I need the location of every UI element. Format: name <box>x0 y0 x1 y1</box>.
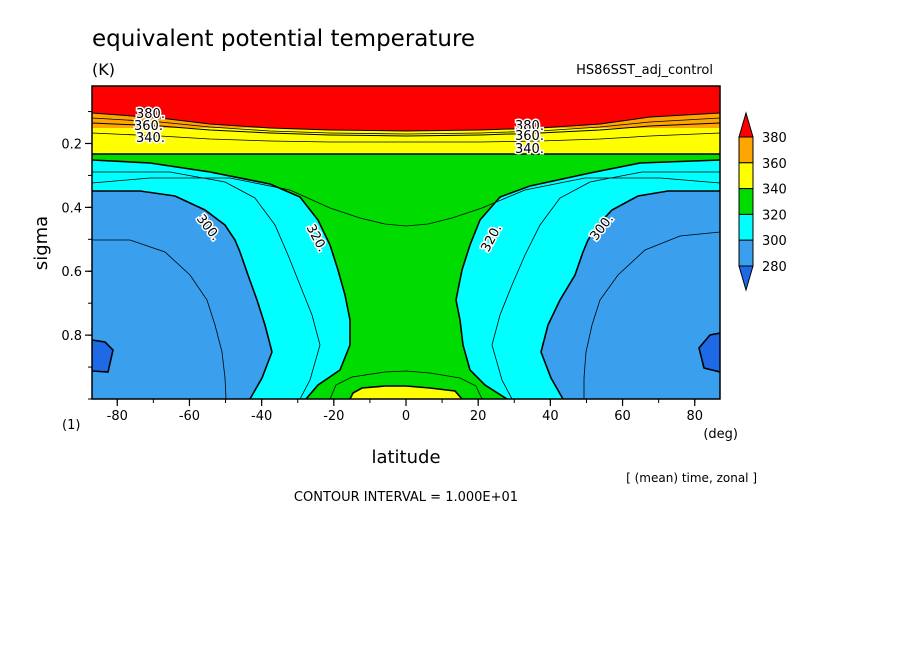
contour-line-360 <box>92 122 720 137</box>
colorbar-extend-top <box>738 111 754 138</box>
averaging-note: [ (mean) time, zonal ] <box>626 471 757 485</box>
contour-line-310 <box>92 171 321 399</box>
band-280-300-left <box>92 191 272 399</box>
contour-line-300 <box>92 190 273 399</box>
contour-line-330 <box>92 177 720 227</box>
contour-label: 340. <box>136 131 165 146</box>
chart-title: equivalent potential temperature <box>92 26 475 52</box>
colorbar-band <box>738 213 754 241</box>
x-tick-label: -40 <box>251 409 272 424</box>
contour-label: 360. <box>134 119 163 134</box>
contour-label: 380. <box>136 107 165 122</box>
y-tick-label: 0.2 <box>61 137 82 152</box>
contour-line-320-right <box>455 159 720 399</box>
band-below-280-left <box>92 340 113 372</box>
contour-line-290 <box>92 239 227 399</box>
colorbar-label: 320 <box>762 208 787 223</box>
plot-area <box>92 86 720 399</box>
x-tick-label: 20 <box>470 409 487 424</box>
contour-line-310-right <box>491 171 720 399</box>
x-unit-label: (deg) <box>703 427 738 442</box>
colorbar-label: 340 <box>762 183 787 198</box>
colorbar-band <box>738 188 754 215</box>
y-tick-label: 0.4 <box>61 201 82 216</box>
x-tick-label: -20 <box>323 409 344 424</box>
x-tick-label: 80 <box>686 409 703 424</box>
y-unit-label: (1) <box>62 418 80 433</box>
x-tick-label: -60 <box>179 409 200 424</box>
colorbar-label: 280 <box>762 260 787 275</box>
colorbar-band <box>738 162 754 190</box>
contour-label: 380. <box>515 119 544 134</box>
contour-line-280-right <box>698 332 720 373</box>
contour-line-290-right <box>583 231 720 399</box>
y-axis-title: sigma <box>31 216 52 270</box>
band-above-380 <box>92 86 720 131</box>
x-tick-label: -80 <box>107 409 128 424</box>
x-axis: -80 -60 -40 -20 0 20 40 60 80 <box>107 399 703 424</box>
contour-line-340-equator <box>349 385 463 399</box>
contour-line-280-left <box>92 339 114 373</box>
units-label: (K) <box>92 60 115 79</box>
y-tick-label: 0.6 <box>61 265 82 280</box>
colorbar-extend-bottom <box>738 265 754 292</box>
contour-line-320 <box>92 159 351 399</box>
contour-label: 340. <box>515 142 544 157</box>
contour-line-380 <box>92 112 720 132</box>
band-280-300-right <box>541 191 720 399</box>
contour-label: 360. <box>515 129 544 144</box>
y-axis: 0.2 0.4 0.6 0.8 <box>61 111 92 400</box>
colorbar: 380 360 340 320 300 280 <box>738 111 787 292</box>
x-tick-label: 40 <box>542 409 559 424</box>
contour-interval: CONTOUR INTERVAL = 1.000E+01 <box>294 490 518 505</box>
contour-line-330-equator <box>329 370 483 399</box>
colorbar-label: 380 <box>762 131 787 146</box>
colorbar-band <box>738 239 754 267</box>
colorbar-band <box>738 136 754 164</box>
run-label: HS86SST_adj_control <box>576 63 713 78</box>
contour-line-350 <box>92 132 720 143</box>
y-tick-label: 0.8 <box>61 329 82 344</box>
x-axis-title: latitude <box>371 447 440 468</box>
x-tick-label: 0 <box>402 409 410 424</box>
contour-line-300-right <box>540 190 720 399</box>
x-tick-label: 60 <box>614 409 631 424</box>
band-320-340 <box>92 154 720 399</box>
colorbar-label: 300 <box>762 234 787 249</box>
colorbar-label: 360 <box>762 157 787 172</box>
band-340-360 <box>92 128 720 154</box>
contour-line-370 <box>92 117 720 135</box>
